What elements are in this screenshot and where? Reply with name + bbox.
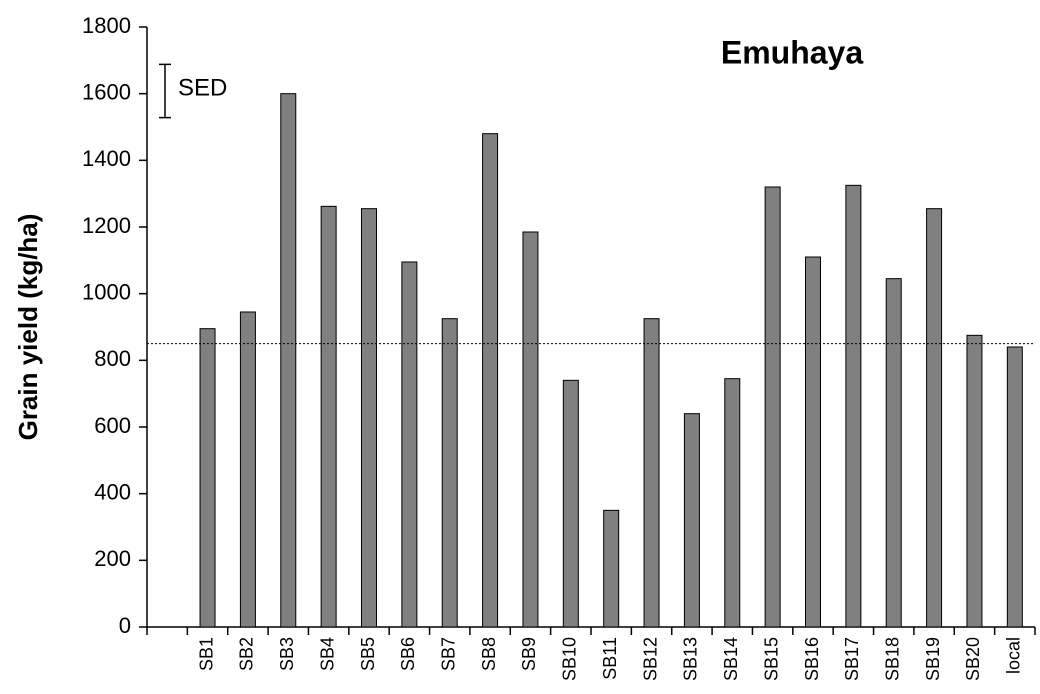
bar [845, 184, 862, 628]
x-tick-label: SB9 [519, 637, 539, 671]
y-tick-label: 0 [119, 613, 131, 638]
bar [643, 318, 660, 628]
x-tick-label: SB4 [317, 637, 337, 671]
x-tick-label: SB6 [398, 637, 418, 671]
x-tick-label: SB14 [721, 637, 741, 681]
x-tick-label: SB20 [963, 637, 983, 681]
x-tick-label: SB17 [842, 637, 862, 681]
x-tick-label: local [1004, 637, 1024, 674]
x-tick-label: SB16 [802, 637, 822, 681]
x-tick-label: SB8 [479, 637, 499, 671]
y-tick-label: 1000 [82, 279, 131, 304]
bar [724, 378, 741, 628]
bar [1006, 346, 1023, 628]
y-tick-label: 200 [94, 546, 131, 571]
bar [603, 509, 620, 628]
bar [764, 186, 781, 628]
bar [562, 379, 579, 628]
bar [683, 413, 700, 628]
y-tick-label: 1800 [82, 13, 131, 38]
x-tick-label: SB7 [438, 637, 458, 671]
y-tick-label: 1600 [82, 79, 131, 104]
bar [199, 328, 216, 628]
bar [441, 318, 458, 628]
x-tick-label: SB18 [882, 637, 902, 681]
x-tick-label: SB12 [640, 637, 660, 681]
x-tick-label: SB11 [600, 637, 620, 680]
bar [522, 231, 539, 628]
x-tick-label: SB5 [358, 637, 378, 671]
y-tick-label: 600 [94, 413, 131, 438]
x-tick-label: SB1 [196, 637, 216, 671]
x-tick-label: SB15 [761, 637, 781, 681]
bar [966, 334, 983, 628]
bar [361, 208, 377, 628]
y-tick-label: 800 [94, 346, 131, 371]
bar [320, 205, 337, 628]
chart-title: Emuhaya [721, 34, 863, 70]
y-axis-label: Grain yield (kg/ha) [13, 214, 43, 441]
y-tick-label: 1400 [82, 146, 131, 171]
x-tick-label: SB3 [277, 637, 297, 671]
bar [482, 133, 499, 628]
bar [885, 278, 902, 628]
sed-bar [159, 63, 171, 119]
x-tick-label: SB10 [560, 637, 580, 681]
bar [926, 208, 943, 628]
bar [805, 256, 821, 628]
x-tick-label: SB2 [237, 637, 257, 671]
sed-label: SED [178, 74, 227, 101]
x-tick-label: SB19 [923, 637, 943, 681]
bar [239, 311, 256, 628]
x-tick-label: SB13 [681, 637, 701, 681]
bar [280, 93, 297, 628]
y-tick-label: 400 [94, 479, 131, 504]
bar [401, 261, 418, 628]
y-tick-label: 1200 [82, 213, 131, 238]
